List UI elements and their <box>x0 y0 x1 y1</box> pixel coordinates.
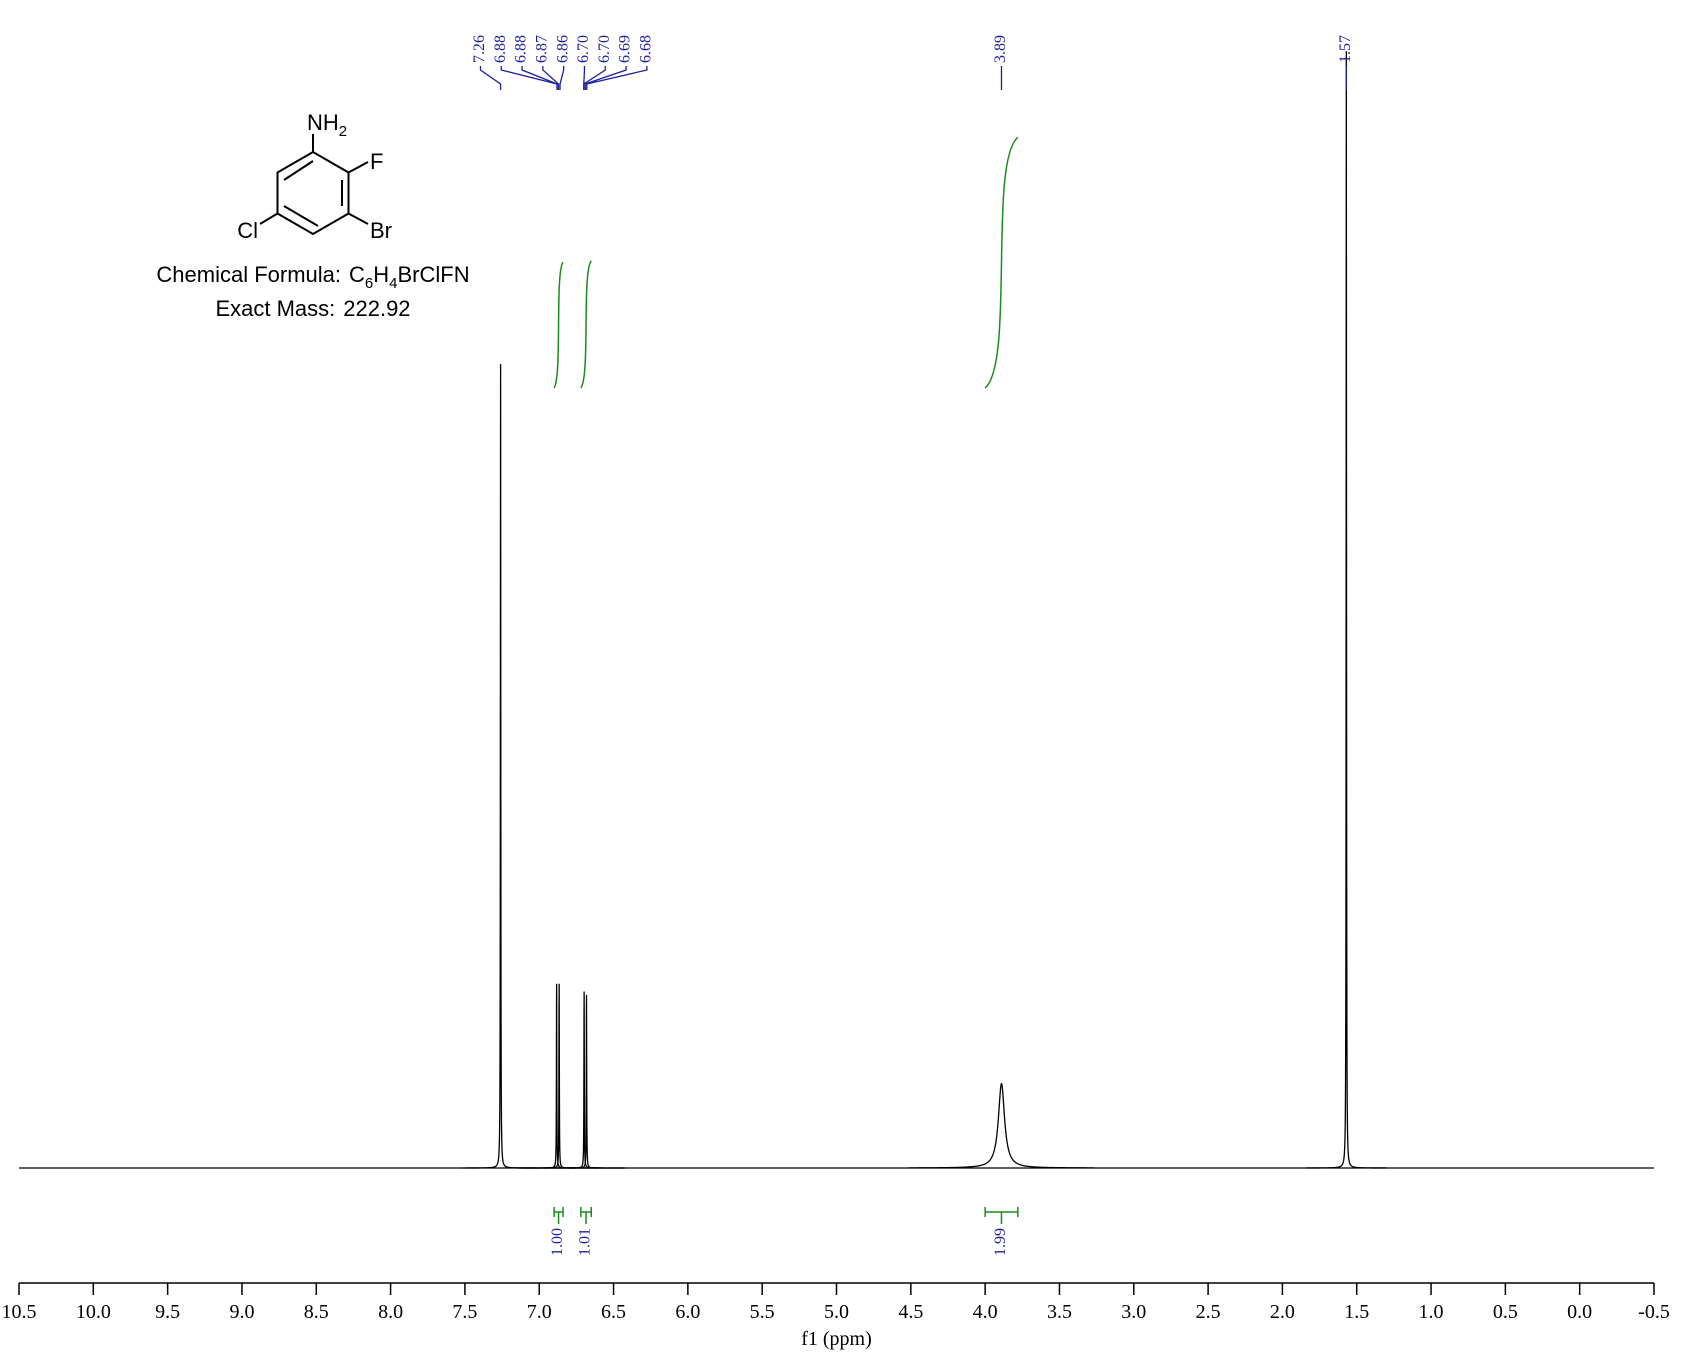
x-tick-label: 9.0 <box>229 1301 254 1323</box>
peak-label-connector <box>584 66 627 90</box>
bond <box>259 212 279 225</box>
fluoro-label: F <box>370 149 383 174</box>
peak-label: 6.68 <box>638 35 655 63</box>
integral-bracket <box>984 1207 1019 1224</box>
bond <box>348 161 369 174</box>
peak-label-connector <box>559 66 565 90</box>
peak <box>546 994 627 1169</box>
x-tick-label: 0.0 <box>1567 1301 1592 1323</box>
x-tick-label: 7.0 <box>527 1301 552 1323</box>
peak <box>519 983 600 1169</box>
x-tick-label: 6.5 <box>601 1301 626 1323</box>
double-bond <box>283 205 319 227</box>
exact-mass: Exact Mass: 222.92 <box>215 296 410 321</box>
x-tick-label: 1.0 <box>1419 1301 1444 1323</box>
peak-label: 6.88 <box>492 35 509 63</box>
x-tick-label: 1.5 <box>1344 1301 1369 1323</box>
peak-label: 6.70 <box>596 35 613 63</box>
peak-label-connector <box>479 66 502 90</box>
peak-label: 6.88 <box>513 35 530 63</box>
x-tick-label: 10.0 <box>76 1301 111 1323</box>
peak <box>1306 51 1387 1169</box>
x-tick-label: 10.5 <box>2 1301 37 1323</box>
chloro-label: Cl <box>237 218 258 243</box>
peak-label: 1.57 <box>1337 35 1354 63</box>
bond <box>348 212 369 225</box>
peak-label: 7.26 <box>471 35 488 63</box>
peak-label-connector <box>583 66 606 90</box>
benzene-ring <box>276 150 350 236</box>
x-tick-label: 6.0 <box>675 1301 700 1323</box>
integral-bracket <box>553 1207 564 1224</box>
x-tick-label: 9.5 <box>155 1301 180 1323</box>
x-tick-label: 4.5 <box>898 1301 923 1323</box>
x-tick-label: 0.5 <box>1493 1301 1518 1323</box>
x-tick-label: 3.5 <box>1047 1301 1072 1323</box>
x-tick-label: 5.0 <box>824 1301 849 1323</box>
integral-curve <box>553 261 564 389</box>
bromo-label: Br <box>370 218 392 243</box>
peak-label-connector <box>542 66 560 90</box>
x-tick-label: 7.5 <box>452 1301 477 1323</box>
x-tick-label: 8.5 <box>304 1301 329 1323</box>
integral-bracket <box>580 1207 592 1224</box>
integral-curve <box>984 136 1019 389</box>
peak-label-connector <box>586 66 648 90</box>
integral-label: 1.01 <box>577 1228 594 1256</box>
x-tick-label: 4.0 <box>973 1301 998 1323</box>
x-tick-label: 8.0 <box>378 1301 403 1323</box>
integral-label: 1.00 <box>549 1228 566 1256</box>
x-axis-label: f1 (ppm) <box>801 1328 872 1350</box>
amine-label: NH2 <box>307 110 347 140</box>
peak <box>460 363 541 1169</box>
peak <box>908 1082 1095 1169</box>
x-tick-label: 5.5 <box>750 1301 775 1323</box>
peak-label-connector <box>500 66 558 90</box>
x-tick-label: 2.5 <box>1196 1301 1221 1323</box>
peak-label: 6.87 <box>534 35 551 63</box>
peak-label: 6.70 <box>575 35 592 63</box>
formula: Chemical Formula: C6H4BrClFN <box>156 262 469 292</box>
integral-curve <box>580 260 592 389</box>
integral-label: 1.99 <box>992 1228 1009 1256</box>
x-tick-label: 3.0 <box>1121 1301 1146 1323</box>
double-bond <box>283 160 314 181</box>
peak-label: 6.69 <box>617 35 634 63</box>
x-tick-label: 2.0 <box>1270 1301 1295 1323</box>
peak-label-connector <box>521 66 558 90</box>
x-tick-label: -0.5 <box>1638 1301 1670 1323</box>
molecule <box>259 134 369 236</box>
peak-label: 6.86 <box>554 35 571 63</box>
peak-label: 3.89 <box>992 35 1009 63</box>
